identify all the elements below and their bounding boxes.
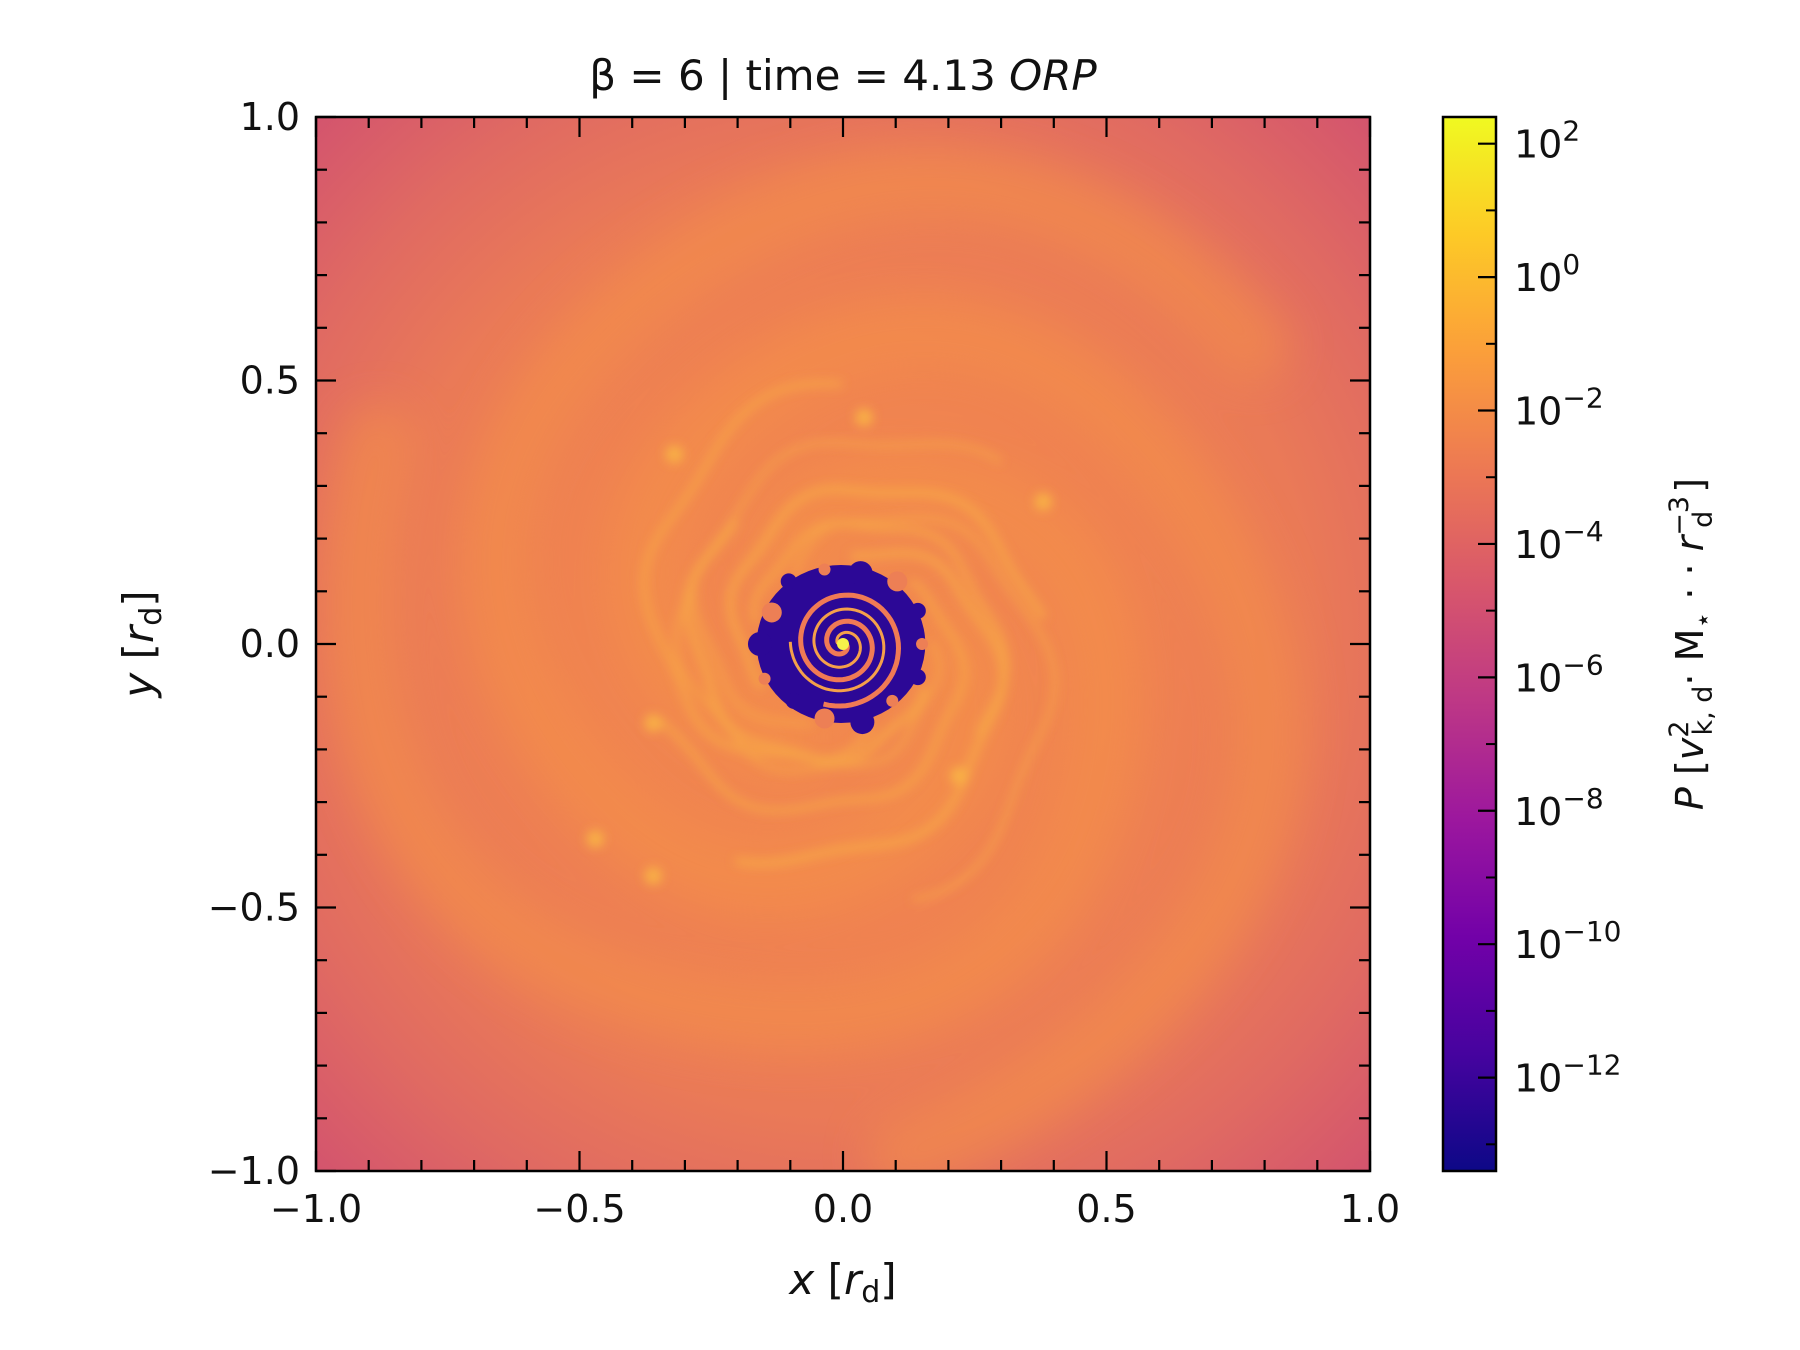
cavity-edge: [909, 602, 926, 619]
plot-ticks: [314, 115, 1372, 1173]
x-tick-label: −0.5: [533, 1187, 625, 1231]
pressure-clump: [586, 829, 605, 848]
pressure-clump: [644, 866, 663, 885]
cavity-edge: [761, 602, 782, 623]
y-tick-label: 1.0: [240, 95, 300, 139]
cavity-edge: [758, 672, 771, 685]
cavity-edge: [814, 708, 835, 729]
pressure-clump: [949, 766, 968, 785]
cavity-edge: [887, 571, 908, 592]
x-tick-label: 1.0: [1340, 1187, 1400, 1231]
pressure-clump: [855, 408, 874, 427]
y-axis-label: y [rd]: [114, 590, 169, 699]
central-core: [837, 638, 849, 650]
colorbar-gradient: [1441, 115, 1498, 1173]
spiral-filament: [682, 518, 928, 768]
colorbar-tick-label: 10−10: [1514, 915, 1621, 967]
colorbar-tick-label: 10−6: [1514, 648, 1604, 700]
colorbar-tick-label: 10−12: [1514, 1049, 1621, 1101]
cavity-edge: [886, 694, 899, 707]
inner-cavity: [747, 561, 929, 735]
cavity-edge: [850, 710, 875, 735]
pressure-clump: [1034, 492, 1053, 511]
x-tick-label: 0.5: [1076, 1187, 1136, 1231]
colorbar-tick-label: 10−4: [1514, 515, 1604, 567]
cavity-edge: [909, 669, 926, 686]
colorbar-ticks: [1478, 142, 1496, 1146]
x-tick-labels: −1.0 −0.5 0.0 0.5 1.0: [270, 1187, 1400, 1231]
cavity-edge: [785, 692, 802, 709]
y-tick-labels: −1.0 −0.5 0.0 0.5 1.0: [208, 95, 300, 1193]
colorbar-tick-labels: 102 100 10−2 10−4 10−6 10−8 10−10 10−12: [1514, 115, 1621, 1101]
x-tick-label: −1.0: [270, 1187, 362, 1231]
inner-spiral: [788, 607, 886, 693]
spiral-band: [460, 147, 1289, 915]
spiral-filament: [673, 591, 942, 774]
heatmap-area: [316, 117, 1370, 1171]
inner-spiral: [798, 592, 902, 709]
colorbar-label: P [v2k, d· M⋆ · · r−3d]: [1664, 478, 1719, 810]
pressure-clump: [644, 714, 663, 733]
spiral-filament: [658, 579, 969, 814]
cavity-edge: [818, 563, 831, 576]
colorbar-tick-label: 102: [1514, 115, 1580, 167]
colorbar-tick-label: 10−8: [1514, 782, 1604, 834]
colorbar-tick-label: 10−2: [1514, 382, 1604, 434]
x-axis-label: x [rd]: [787, 1255, 896, 1310]
spiral-filaments: [586, 380, 1058, 902]
spiral-band: [323, 405, 1141, 1053]
chart-title: β = 6 | time = 4.13 ORP: [589, 51, 1097, 100]
y-tick-label: −1.0: [208, 1149, 300, 1193]
spiral-filament: [750, 519, 1010, 736]
cavity-edge: [916, 638, 929, 650]
y-tick-label: 0.5: [240, 359, 300, 403]
x-tick-label: 0.0: [813, 1187, 873, 1231]
colorbar: 102 100 10−2 10−4 10−6 10−8 10−10 10−12 P [v2k,…: [1441, 115, 1719, 1173]
y-tick-label: −0.5: [208, 886, 300, 930]
colorbar-tick-label: 100: [1514, 248, 1580, 300]
cavity-edge: [780, 573, 797, 590]
y-tick-label: 0.0: [240, 622, 300, 666]
spiral-filament: [725, 484, 1047, 690]
pressure-clump: [665, 445, 684, 464]
cavity-edge: [747, 632, 772, 656]
cavity-edge: [848, 561, 873, 586]
